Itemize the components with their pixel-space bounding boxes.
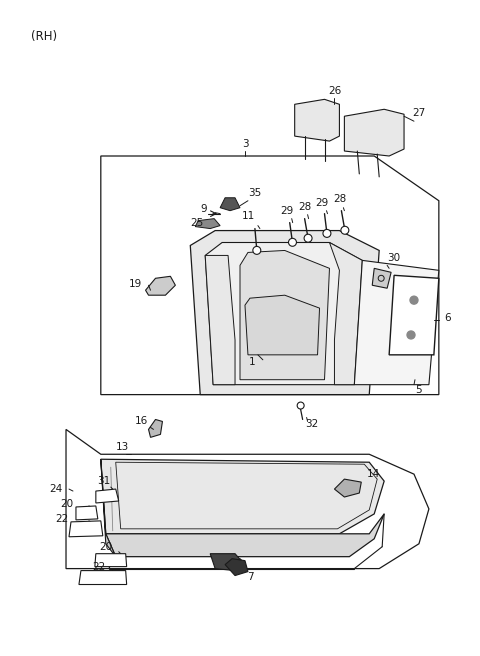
Text: 7: 7 [247, 571, 253, 582]
Text: 29: 29 [280, 206, 293, 216]
Polygon shape [372, 268, 391, 288]
Text: 28: 28 [333, 194, 346, 204]
Text: 16: 16 [135, 417, 148, 426]
Polygon shape [95, 554, 127, 567]
Circle shape [297, 402, 304, 409]
Polygon shape [225, 559, 248, 575]
Text: 6: 6 [444, 313, 450, 323]
Circle shape [341, 226, 349, 234]
Circle shape [407, 331, 415, 339]
Polygon shape [101, 156, 439, 395]
Polygon shape [145, 276, 175, 295]
Text: 28: 28 [298, 201, 311, 212]
Text: 25: 25 [190, 218, 204, 228]
Circle shape [288, 238, 297, 246]
Polygon shape [335, 479, 361, 497]
Polygon shape [329, 243, 362, 384]
Polygon shape [344, 110, 404, 156]
Polygon shape [96, 489, 119, 503]
Polygon shape [205, 243, 362, 384]
Text: 5: 5 [416, 384, 422, 395]
Polygon shape [245, 295, 320, 355]
Text: 31: 31 [97, 476, 111, 486]
Polygon shape [79, 571, 127, 584]
Text: 22: 22 [56, 514, 69, 524]
Text: 14: 14 [367, 469, 381, 479]
Polygon shape [210, 554, 242, 571]
Text: 27: 27 [412, 108, 426, 118]
Text: 30: 30 [387, 253, 400, 264]
Polygon shape [205, 255, 235, 384]
Circle shape [253, 247, 261, 255]
Polygon shape [389, 276, 439, 355]
Text: 20: 20 [100, 542, 113, 552]
Polygon shape [240, 251, 329, 380]
Circle shape [323, 230, 331, 237]
Circle shape [304, 234, 312, 242]
Text: 9: 9 [200, 204, 207, 214]
Polygon shape [116, 462, 377, 529]
Polygon shape [101, 459, 116, 557]
Polygon shape [106, 514, 384, 557]
Polygon shape [295, 99, 339, 141]
Text: 11: 11 [241, 211, 254, 220]
Text: 19: 19 [129, 279, 142, 289]
Text: 13: 13 [115, 442, 129, 452]
Text: 32: 32 [305, 419, 318, 430]
Text: (RH): (RH) [31, 30, 57, 43]
Polygon shape [101, 459, 384, 534]
Text: 20: 20 [60, 499, 73, 509]
Text: 29: 29 [315, 197, 328, 208]
Text: 1: 1 [249, 357, 255, 367]
Polygon shape [220, 197, 240, 211]
Text: 26: 26 [328, 87, 341, 96]
Polygon shape [148, 419, 162, 438]
Text: 24: 24 [49, 484, 63, 494]
Polygon shape [66, 430, 429, 569]
Polygon shape [69, 521, 103, 537]
Polygon shape [190, 230, 379, 395]
Polygon shape [195, 218, 220, 228]
Polygon shape [76, 506, 98, 520]
Text: 3: 3 [241, 139, 248, 149]
Text: 35: 35 [248, 188, 261, 198]
Polygon shape [354, 260, 439, 384]
Text: 22: 22 [93, 562, 106, 571]
Circle shape [410, 297, 418, 304]
